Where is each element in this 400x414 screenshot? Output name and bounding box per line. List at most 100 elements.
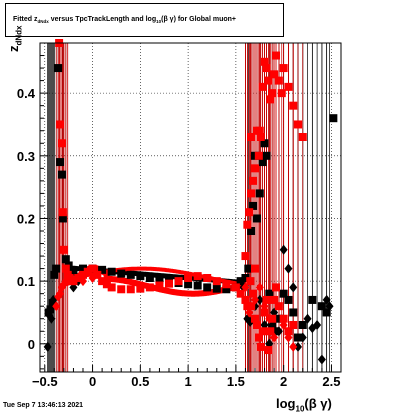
- red-square-marker: [264, 76, 273, 85]
- red-square-marker: [255, 126, 264, 135]
- red-diamond-marker: [241, 282, 250, 293]
- black-diamond-marker: [279, 244, 288, 255]
- red-square-marker: [203, 274, 212, 282]
- black-square-marker: [46, 305, 55, 314]
- x-axis-label: log10(β γ): [276, 396, 332, 414]
- red-square-marker: [262, 295, 271, 304]
- red-diamond-marker: [52, 301, 61, 312]
- x-tick-label: 0.5: [131, 374, 149, 389]
- red-square-marker: [245, 208, 254, 217]
- data-points: [43, 39, 338, 365]
- red-square-marker: [279, 64, 288, 73]
- black-square-marker: [265, 289, 274, 298]
- red-diamond-marker: [63, 276, 72, 287]
- x-axis-ticks: −0.5 0 0.5 1 1.5 2 2.5: [32, 365, 340, 389]
- red-square-marker: [69, 277, 78, 286]
- red-square-marker: [279, 314, 288, 323]
- black-square-marker: [252, 214, 261, 223]
- y-tick-label: 0.4: [17, 86, 36, 101]
- red-square-marker: [262, 64, 271, 73]
- y-axis-ticks: 0 0.1 0.2 0.3 0.4: [17, 55, 48, 370]
- x-tick-label: 1.5: [227, 374, 245, 389]
- red-square-marker: [243, 220, 252, 229]
- x-tick-label: 0: [89, 374, 96, 389]
- red-square-marker: [272, 51, 281, 60]
- red-square-marker: [102, 280, 111, 289]
- red-square-marker: [247, 133, 256, 141]
- red-square-marker: [236, 289, 245, 298]
- red-square-marker: [294, 120, 302, 129]
- red-square-marker: [249, 176, 258, 185]
- red-square-marker: [184, 274, 193, 282]
- y-tick-label: 0: [28, 337, 35, 352]
- red-square-marker: [277, 89, 286, 98]
- red-square-marker: [117, 285, 126, 294]
- red-square-marker: [289, 321, 298, 329]
- red-diamond-marker: [245, 307, 254, 318]
- black-diamond-marker: [317, 354, 326, 365]
- red-square-marker: [56, 120, 65, 129]
- black-square-marker: [249, 201, 258, 210]
- red-diamond-marker: [279, 320, 288, 330]
- black-square-marker: [294, 333, 302, 342]
- red-square-marker: [256, 133, 265, 141]
- red-square-marker: [251, 314, 259, 323]
- black-square-marker: [61, 255, 70, 264]
- x-tick-label: 2: [280, 374, 287, 389]
- black-square-marker: [126, 270, 135, 279]
- black-diamond-marker: [47, 313, 56, 324]
- black-square-marker: [203, 283, 212, 292]
- red-square-marker: [272, 283, 281, 292]
- black-square-marker: [184, 280, 193, 289]
- red-square-marker: [246, 277, 255, 286]
- black-square-marker: [212, 284, 221, 293]
- red-diamond-marker: [251, 294, 259, 305]
- black-square-marker: [54, 64, 63, 73]
- chart-title-box: Fitted zdNdx versus TpcTrackLength and l…: [5, 3, 284, 37]
- black-square-marker: [69, 267, 78, 276]
- red-square-marker: [284, 327, 293, 336]
- red-square-marker: [58, 208, 67, 217]
- black-diamond-marker: [255, 294, 264, 305]
- red-square-marker: [93, 270, 102, 279]
- black-diamond-marker: [274, 326, 283, 337]
- red-square-marker: [57, 139, 66, 148]
- red-square-marker: [251, 164, 259, 173]
- x-tick-label: 1: [184, 374, 191, 389]
- red-square-marker: [74, 274, 83, 282]
- red-square-marker: [136, 284, 145, 293]
- black-square-marker: [279, 289, 288, 298]
- red-diamond-marker: [88, 273, 97, 283]
- red-square-marker: [258, 327, 267, 336]
- red-square-marker: [59, 245, 68, 254]
- black-square-marker: [260, 139, 269, 148]
- red-square-marker: [270, 70, 279, 79]
- red-square-marker: [247, 302, 256, 311]
- black-square-marker: [56, 158, 65, 167]
- red-diamond-marker: [260, 301, 269, 312]
- black-square-marker: [52, 264, 61, 273]
- y-tick-label: 0.1: [17, 274, 35, 289]
- red-square-marker: [155, 281, 164, 290]
- black-square-marker: [268, 321, 277, 329]
- black-square-marker: [58, 214, 67, 223]
- y-axis-label: zdNdx: [6, 25, 24, 53]
- black-square-marker: [247, 227, 256, 235]
- red-square-marker: [274, 302, 283, 311]
- red-square-marker: [266, 95, 275, 104]
- x-tick-label: −0.5: [32, 374, 58, 389]
- black-square-marker: [98, 265, 107, 274]
- red-square-marker: [107, 283, 116, 292]
- red-square-marker: [251, 264, 259, 273]
- red-square-marker: [252, 321, 261, 329]
- black-square-marker: [244, 264, 253, 273]
- black-square-marker: [308, 295, 317, 304]
- red-square-marker: [174, 277, 183, 286]
- black-diamond-marker: [298, 332, 307, 343]
- red-square-marker: [241, 252, 250, 261]
- red-square-marker: [256, 342, 265, 351]
- black-square-marker: [317, 302, 326, 311]
- red-diamond-marker: [284, 332, 293, 343]
- date-stamp: Tue Sep 7 13:46:13 2021: [3, 402, 84, 409]
- plot-frame: [39, 42, 342, 373]
